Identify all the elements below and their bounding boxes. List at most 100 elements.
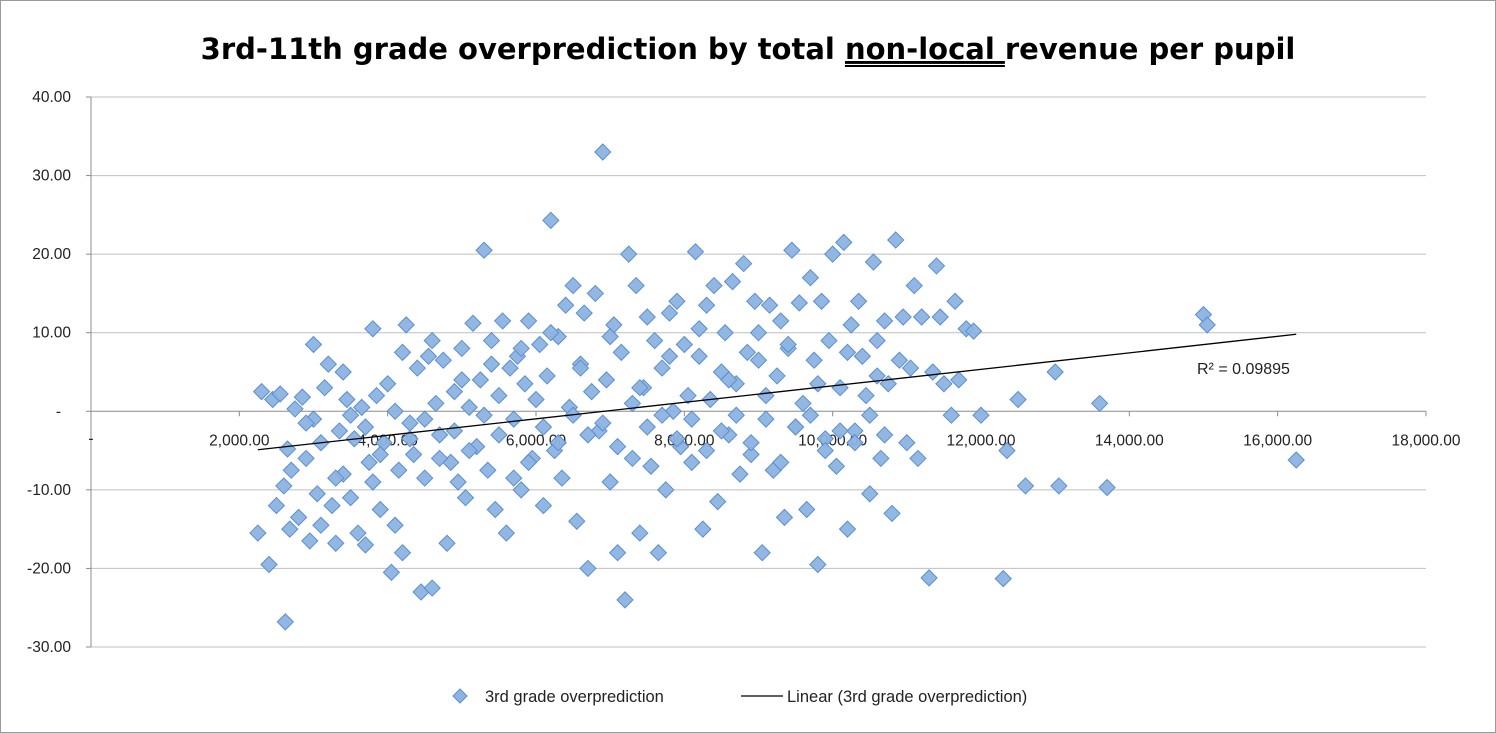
data-point xyxy=(801,406,820,424)
data-point xyxy=(1090,394,1109,413)
data-point xyxy=(642,457,660,475)
y-tick-label-4: 10.00 xyxy=(32,325,71,342)
data-point xyxy=(453,371,471,389)
data-point xyxy=(512,481,530,499)
data-point xyxy=(875,426,894,444)
data-point xyxy=(783,241,801,259)
legend-diamond-marker xyxy=(452,688,468,704)
data-point xyxy=(297,414,315,432)
data-point xyxy=(364,473,382,491)
data-point xyxy=(697,296,716,314)
data-point xyxy=(512,339,530,358)
data-point xyxy=(664,402,682,420)
data-point xyxy=(390,461,408,479)
data-point xyxy=(861,485,879,503)
data-point xyxy=(531,335,549,354)
data-point xyxy=(887,231,905,249)
y-tick-label-6: 30.00 xyxy=(32,168,71,185)
data-point xyxy=(416,410,434,428)
data-point xyxy=(252,382,271,401)
data-point xyxy=(868,367,886,385)
data-point xyxy=(304,335,323,354)
data-point xyxy=(334,363,352,381)
data-point xyxy=(327,534,345,552)
data-point xyxy=(927,257,946,275)
data-point xyxy=(935,375,953,393)
data-point xyxy=(297,449,315,468)
data-point xyxy=(312,516,330,534)
y-tick-label-2: -10.00 xyxy=(27,482,71,499)
chart-title-part-2: non-local xyxy=(845,32,1005,66)
data-point xyxy=(994,569,1012,588)
data-point xyxy=(924,363,942,381)
data-point xyxy=(716,324,734,342)
data-point xyxy=(838,343,857,362)
data-point xyxy=(846,434,864,452)
data-point xyxy=(397,316,415,334)
data-point xyxy=(772,312,790,330)
data-point xyxy=(757,410,775,428)
data-point xyxy=(712,422,731,440)
data-point xyxy=(668,292,686,310)
data-point xyxy=(564,276,582,295)
data-point xyxy=(341,406,360,424)
data-points xyxy=(249,143,1305,631)
data-point xyxy=(490,386,508,405)
data-point xyxy=(838,520,857,538)
data-point xyxy=(293,388,312,406)
data-point xyxy=(360,453,378,472)
data-point xyxy=(475,406,493,424)
data-point xyxy=(519,312,538,330)
data-point xyxy=(660,347,679,365)
data-point xyxy=(690,347,708,365)
data-point xyxy=(249,524,267,542)
data-point xyxy=(579,559,597,578)
data-point xyxy=(660,304,679,322)
data-point xyxy=(616,591,634,609)
y-tick-label-5: 20.00 xyxy=(32,246,71,263)
data-point xyxy=(608,544,627,562)
data-point xyxy=(1016,477,1035,495)
data-point xyxy=(723,272,742,291)
x-tick-label-8: 18,000.00 xyxy=(1392,432,1461,449)
data-point xyxy=(445,422,464,440)
data-point xyxy=(534,418,553,436)
data-point xyxy=(890,351,909,369)
data-point xyxy=(823,245,842,263)
data-point xyxy=(794,394,812,413)
data-point xyxy=(542,211,560,230)
data-point xyxy=(505,410,523,428)
data-point xyxy=(898,434,916,452)
data-point xyxy=(950,371,968,389)
data-point xyxy=(597,371,616,389)
data-point xyxy=(812,292,831,310)
data-point xyxy=(853,347,872,365)
data-point xyxy=(920,569,938,587)
data-point xyxy=(490,426,508,444)
data-point xyxy=(571,359,590,377)
data-point xyxy=(482,355,501,373)
data-point xyxy=(620,245,638,263)
data-point xyxy=(579,426,597,444)
data-point xyxy=(382,563,401,582)
data-point xyxy=(419,347,438,365)
data-point xyxy=(768,367,786,385)
data-point xyxy=(720,371,738,389)
data-point xyxy=(586,284,605,303)
data-point xyxy=(772,453,790,472)
data-point xyxy=(964,322,983,340)
data-point xyxy=(341,489,360,507)
data-point xyxy=(809,375,827,393)
data-point xyxy=(760,296,779,314)
data-point xyxy=(864,253,883,271)
legend: 3rd grade overprediction Linear (3rd gra… xyxy=(452,688,1027,706)
data-point xyxy=(276,613,295,631)
data-point xyxy=(809,555,827,574)
data-point xyxy=(275,477,293,495)
data-point xyxy=(805,351,823,369)
data-point xyxy=(393,544,412,562)
data-point xyxy=(1287,451,1305,469)
data-point xyxy=(315,379,334,397)
data-point xyxy=(749,351,768,369)
data-point xyxy=(319,355,338,373)
